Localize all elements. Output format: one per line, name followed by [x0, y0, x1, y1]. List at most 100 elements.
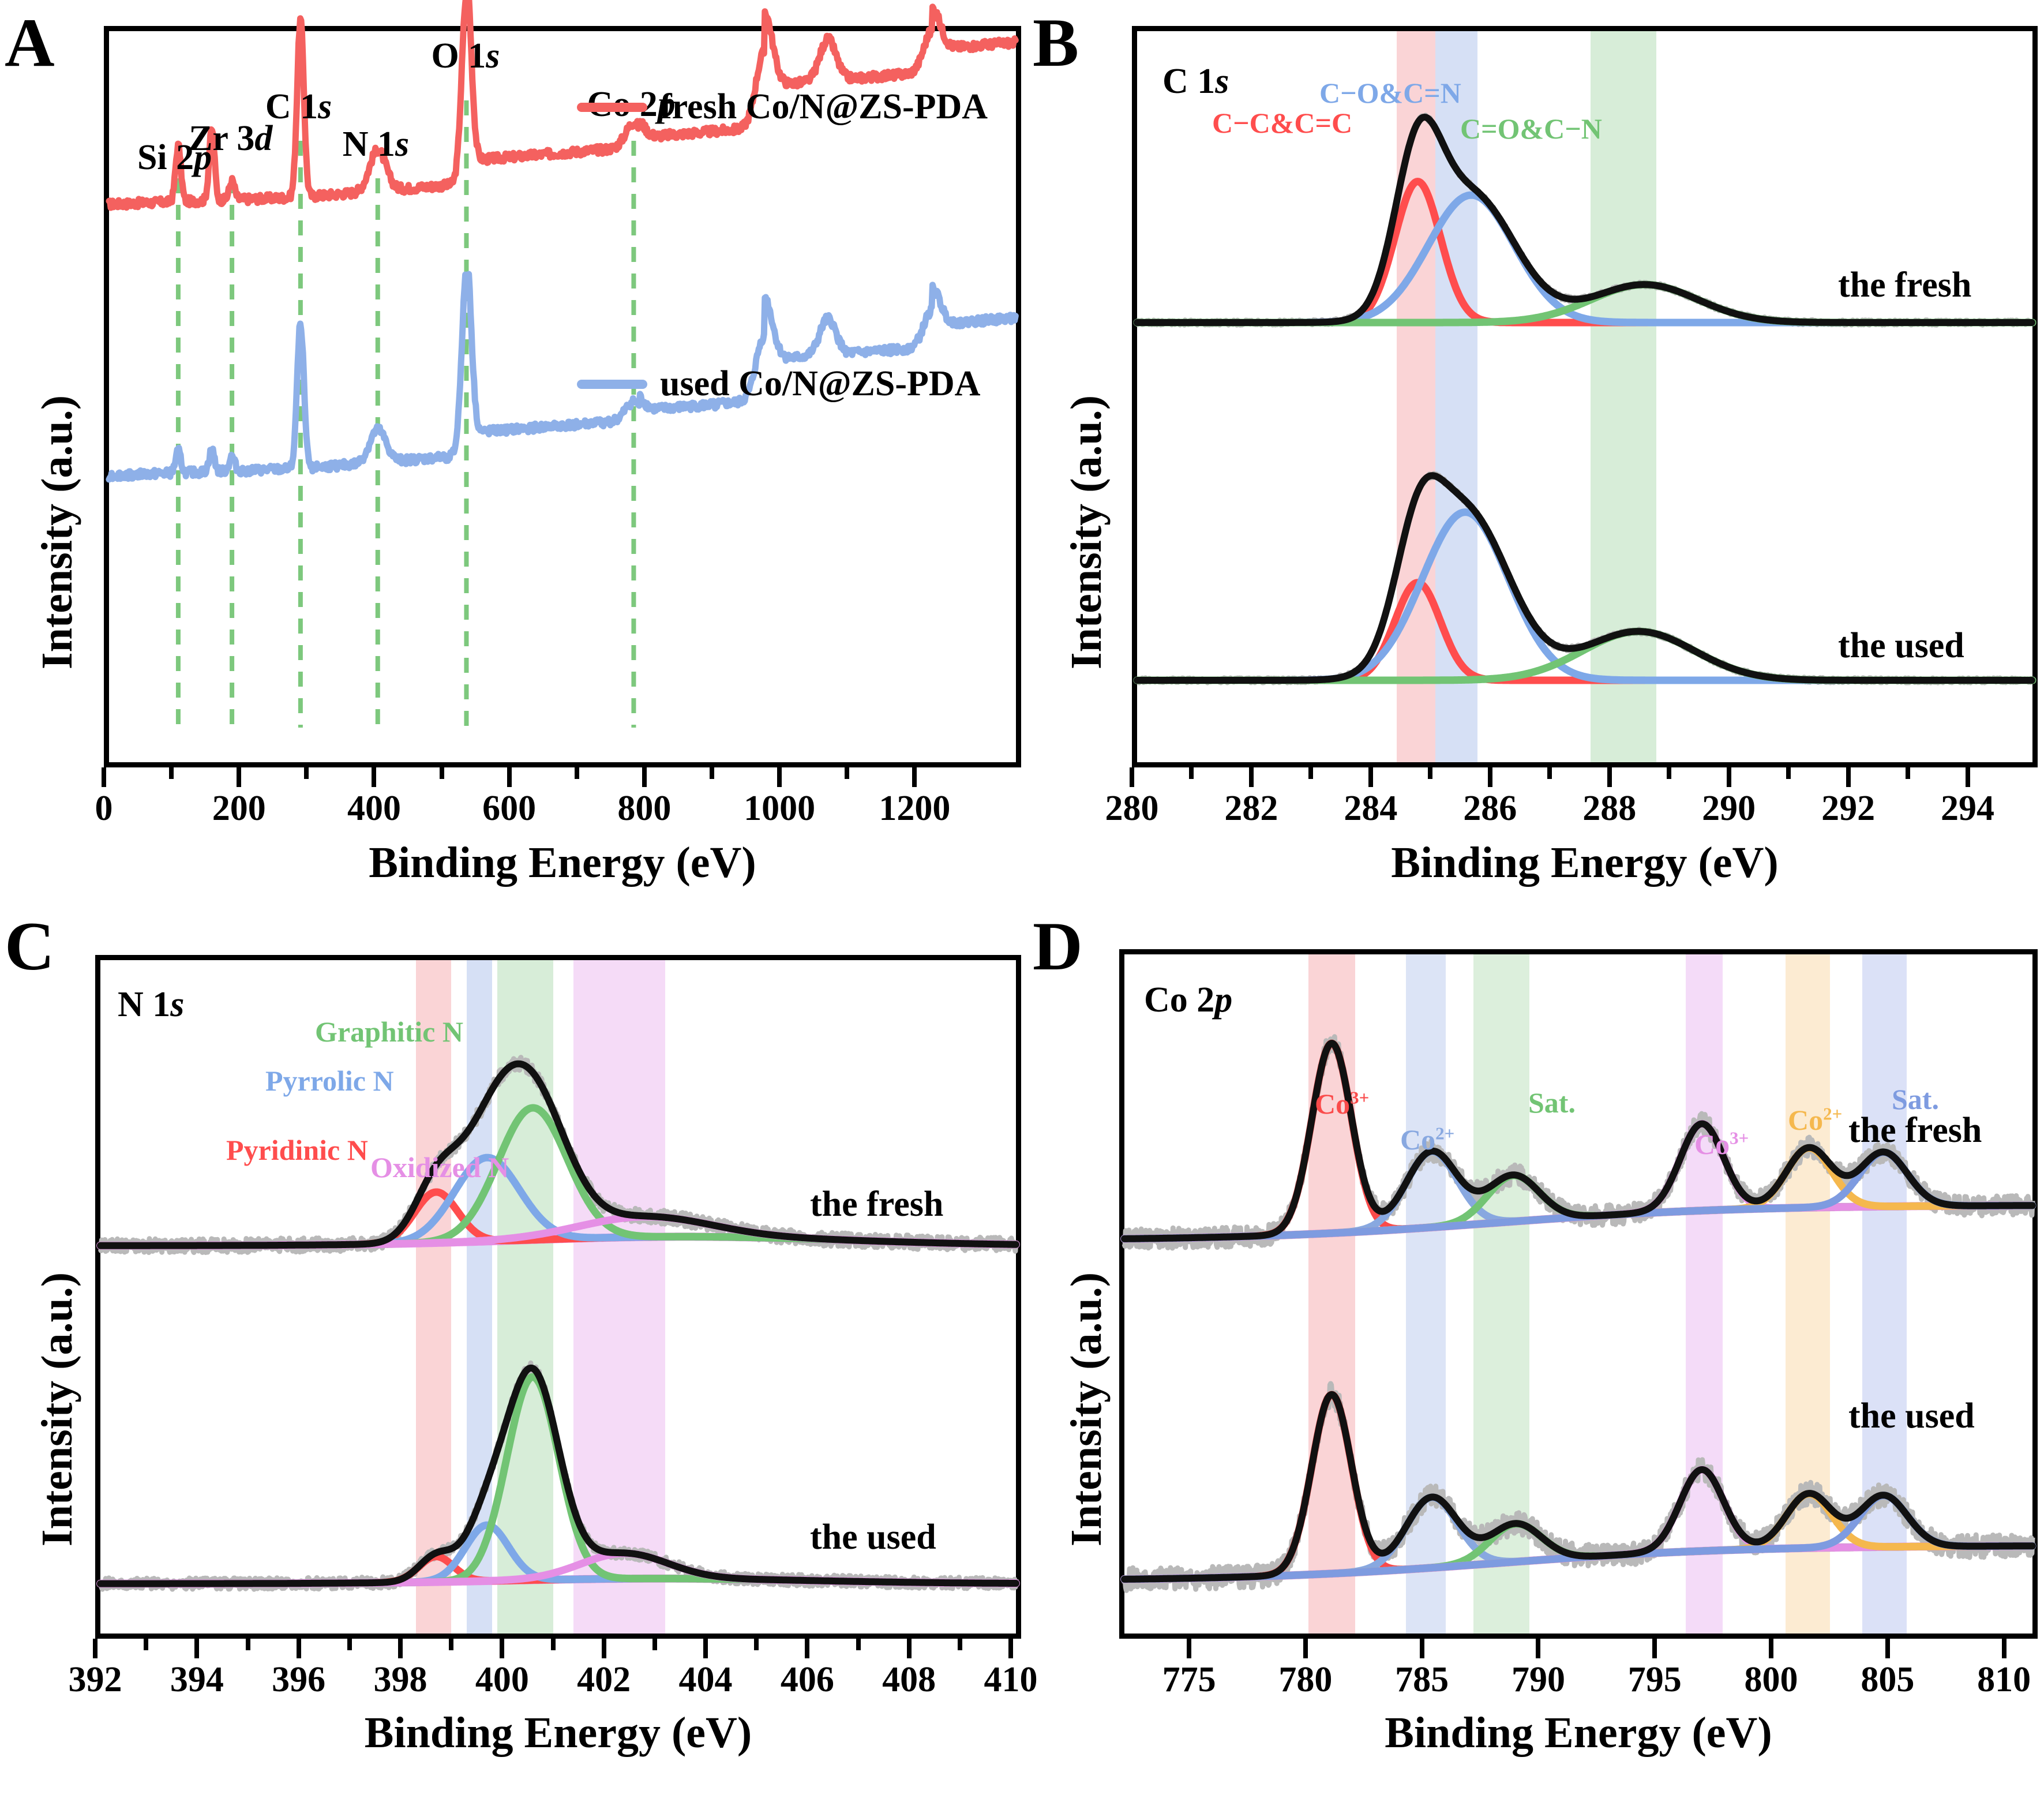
panel-c-letter: C	[5, 908, 55, 984]
panel-a-plot-frame	[104, 0, 1021, 767]
spectrum-name: the fresh	[1838, 265, 1972, 305]
x-tick-minor	[347, 1639, 352, 1650]
x-tick-minor	[439, 767, 444, 779]
component-label-charge: 2+	[1435, 1123, 1455, 1144]
spectrum-name: the used	[1838, 626, 1964, 665]
spectrum-name: the fresh	[1848, 1111, 1982, 1150]
x-tick-major	[1769, 1639, 1774, 1658]
element-label-zr-3: Zr 3d	[189, 118, 272, 159]
legend-item[interactable]: fresh Co/N@ZS-PDA	[577, 87, 988, 128]
x-tick-minor	[845, 767, 850, 779]
highlight-band	[415, 960, 452, 1634]
x-tick-label: 394	[170, 1660, 224, 1699]
x-tick-label: 404	[678, 1660, 733, 1699]
highlight-band	[1435, 31, 1477, 762]
x-tick-label: 284	[1344, 789, 1398, 828]
panel-d-plot-frame: Co 2p Co3+ Co2+ Sat. Co3+ Co2+ Sat. the fresh…	[1119, 949, 2038, 1639]
x-tick-major	[296, 1639, 301, 1658]
x-tick-major	[703, 1639, 708, 1658]
x-tick-major	[1487, 767, 1492, 787]
x-tick-label: 775	[1162, 1660, 1216, 1699]
element-label-c-1: C 1s	[265, 87, 332, 128]
legend-item[interactable]: used Co/N@ZS-PDA	[577, 364, 980, 404]
envelope-fit-curve	[1134, 472, 2035, 684]
x-tick-label: 400	[475, 1660, 529, 1699]
component-label-charge: 3+	[1730, 1127, 1749, 1148]
x-tick-major	[372, 767, 377, 787]
x-tick-major	[805, 1639, 810, 1658]
x-tick-major	[1008, 1639, 1013, 1658]
x-tick-major	[912, 767, 917, 787]
x-tick-label: 810	[1977, 1660, 2031, 1699]
x-tick-minor	[449, 1639, 454, 1650]
panel-a-spectra	[106, 0, 1019, 728]
x-tick-major	[1130, 767, 1134, 787]
component-label: C=O&C−N	[1460, 113, 1602, 145]
x-tick-major	[642, 767, 647, 787]
component-label: C−O&C=N	[1319, 77, 1461, 109]
panel-c-title: N 1s	[118, 985, 185, 1024]
x-tick-major	[1187, 1639, 1192, 1658]
x-tick-label: 294	[1941, 789, 1995, 828]
x-tick-minor	[574, 767, 579, 779]
component-label: Pyridinic N	[226, 1134, 368, 1166]
x-tick-minor	[245, 1639, 250, 1650]
x-tick-minor	[957, 1639, 962, 1650]
panel-c-plot-frame: N 1s Pyridinic N Pyrrolic N Graphitic N Oxi…	[95, 955, 1021, 1639]
x-tick-label: 785	[1395, 1660, 1449, 1699]
component-label: Co3+	[1315, 1087, 1369, 1121]
x-tick-label: 795	[1627, 1660, 1682, 1699]
x-tick-major	[1726, 767, 1731, 787]
x-tick-major	[237, 767, 242, 787]
panel-d-ylabel: Intensity (a.u.)	[1062, 1272, 1111, 1546]
component-label: Graphitic N	[315, 1016, 463, 1048]
x-tick-label: 292	[1821, 789, 1876, 828]
panel-a-xlabel: Binding Energy (eV)	[369, 838, 756, 887]
x-tick-major	[1965, 767, 1970, 787]
spectrum-name: the fresh	[810, 1185, 944, 1224]
component-label: Pyrrolic N	[265, 1065, 394, 1097]
x-tick-minor	[169, 767, 174, 779]
x-tick-minor	[856, 1639, 861, 1650]
x-tick-major	[1652, 1639, 1657, 1658]
element-label-text: C 1	[265, 87, 318, 126]
x-tick-major	[1303, 1639, 1308, 1658]
envelope-fit-curve	[1121, 1040, 2036, 1242]
x-tick-label: 396	[272, 1660, 326, 1699]
x-tick-minor	[1189, 767, 1194, 779]
x-tick-major	[93, 1639, 97, 1658]
panel-a-ylabel: Intensity (a.u.)	[33, 395, 81, 669]
survey-curve	[106, 271, 1019, 483]
panel-b-ylabel: Intensity (a.u.)	[1062, 395, 1111, 669]
panel-b-spectra	[1133, 113, 2037, 685]
x-tick-label: 282	[1224, 789, 1278, 828]
x-tick-label: 288	[1582, 789, 1637, 828]
panel-b-xlabel: Binding Energy (eV)	[1391, 838, 1779, 887]
x-tick-label: 805	[1861, 1660, 1915, 1699]
component-label: Co3+	[1694, 1127, 1749, 1161]
x-tick-label: 398	[373, 1660, 427, 1699]
x-tick-minor	[1906, 767, 1911, 779]
x-tick-label: 800	[617, 789, 672, 828]
x-tick-major	[398, 1639, 403, 1658]
spectrum-name: the used	[810, 1518, 936, 1557]
element-label-orbital: s	[318, 87, 332, 126]
x-tick-major	[1248, 767, 1254, 787]
component-label-charge: 3+	[1350, 1087, 1370, 1108]
element-label-o-1: O 1s	[431, 36, 500, 77]
x-tick-major	[1419, 1639, 1424, 1658]
element-label-text: Si 2	[137, 138, 194, 177]
panel-c-spectra	[96, 1055, 1020, 1592]
panel-b-title: C 1s	[1162, 62, 1229, 101]
component-label-base: Sat.	[1892, 1083, 1939, 1115]
envelope-fit-curve	[1134, 114, 2035, 326]
x-tick-label: 1200	[879, 789, 951, 828]
envelope-fit-curve	[97, 1364, 1019, 1587]
x-tick-minor	[1308, 767, 1314, 779]
element-label-text: N 1	[342, 125, 396, 164]
component-label: Co2+	[1788, 1103, 1842, 1137]
x-tick-label: 1000	[744, 789, 816, 828]
component-label-base: Co	[1788, 1104, 1824, 1136]
component-label-base: Co	[1400, 1123, 1436, 1156]
highlight-band	[1685, 954, 1723, 1634]
